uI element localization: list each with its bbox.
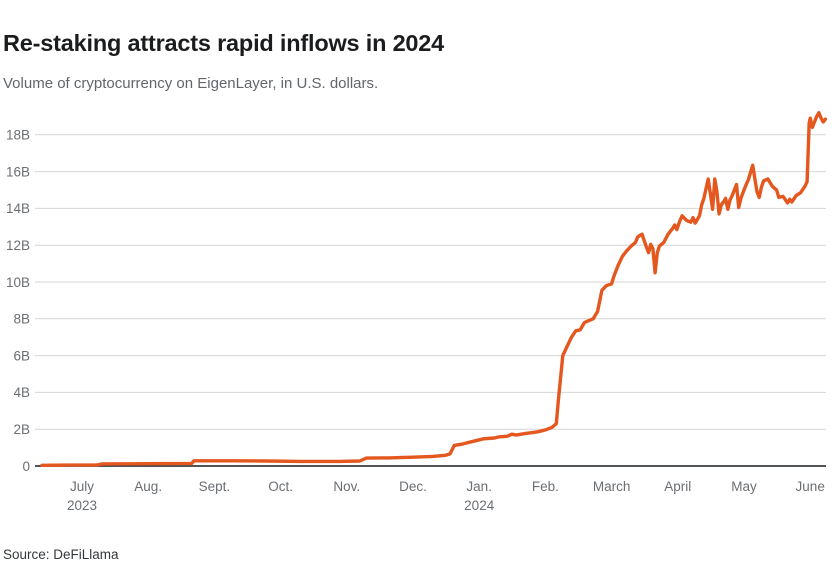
x-axis-label-Aug: Aug.: [134, 479, 162, 494]
x-axis-label-Jan: Jan.: [466, 479, 492, 494]
x-axis-label-Nov: Nov.: [333, 479, 360, 494]
y-axis-label-2B: 2B: [13, 422, 30, 437]
y-axis-label-10B: 10B: [6, 275, 30, 290]
y-axis-label-18B: 18B: [6, 128, 30, 143]
x-axis-label-May: May: [731, 479, 757, 494]
x-axis-year-label-2024: 2024: [464, 498, 495, 513]
source-credit: Source: DeFiLlama: [3, 546, 119, 562]
y-axis-label-4B: 4B: [13, 385, 30, 400]
y-axis-label-6B: 6B: [13, 348, 30, 363]
x-axis-year-label-2023: 2023: [67, 498, 97, 513]
x-axis-label-Oct: Oct.: [268, 479, 293, 494]
page-title: Re-staking attracts rapid inflows in 202…: [3, 29, 445, 56]
x-axis-label-Sept: Sept.: [199, 479, 231, 494]
y-axis-label-0: 0: [22, 459, 30, 474]
x-axis-label-July: July: [70, 479, 94, 494]
x-axis-label-June: June: [796, 479, 825, 494]
y-axis-label-8B: 8B: [13, 312, 30, 327]
x-axis-label-Dec: Dec.: [399, 479, 427, 494]
x-axis-label-Feb: Feb.: [532, 479, 559, 494]
y-axis-label-16B: 16B: [6, 164, 30, 179]
x-axis-label-March: March: [593, 479, 631, 494]
y-axis-label-12B: 12B: [6, 238, 30, 253]
y-axis-label-14B: 14B: [6, 201, 30, 216]
x-axis-label-April: April: [664, 479, 691, 494]
chart-subtitle: Volume of cryptocurrency on EigenLayer, …: [3, 75, 379, 92]
tvl-line-series: [40, 110, 828, 467]
